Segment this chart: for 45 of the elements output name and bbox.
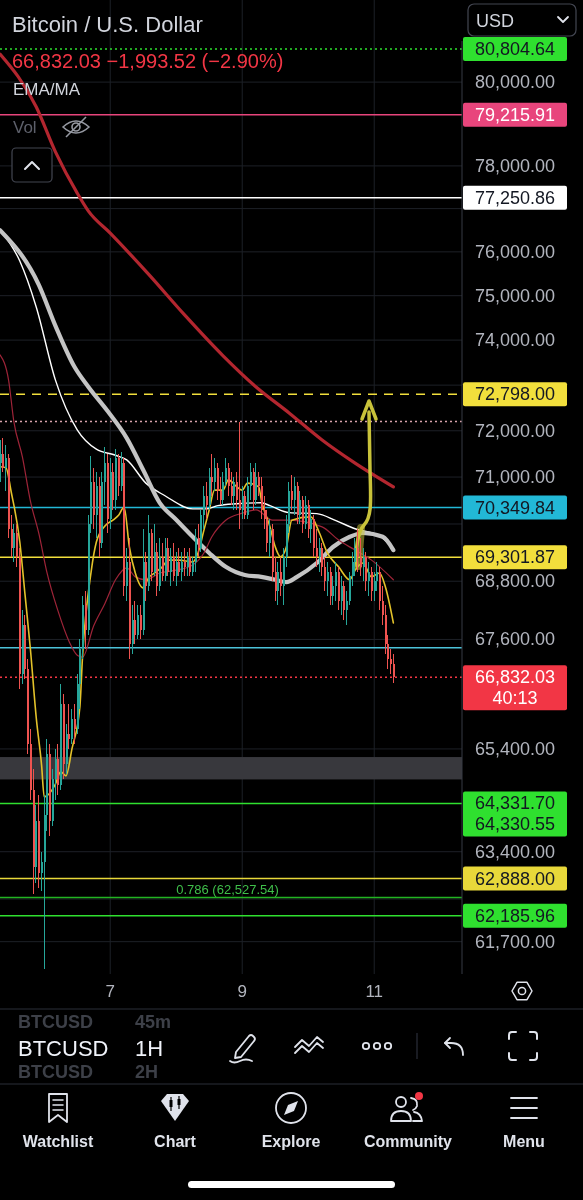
text: 2H: [135, 1062, 159, 1082]
line-series: [0, 466, 395, 798]
candlestick: [239, 421, 241, 529]
y-tick-label: 75,000.00: [474, 285, 556, 306]
y-tick-label: 68,800.00: [474, 571, 556, 592]
x-tick-label: 11: [365, 981, 384, 1001]
y-tick-label: 80,000.00: [474, 72, 556, 93]
ref-line-label: 66,832.03 40:13: [474, 667, 556, 709]
y-tick-label: 76,000.00: [474, 241, 556, 262]
x-tick-label: 7: [105, 981, 115, 1001]
chart-title: Bitcoin / U.S. Dollar: [12, 12, 203, 37]
ref-line-label: 72,798.00: [474, 384, 556, 405]
ref-line-label: 79,215.91: [474, 104, 556, 125]
annotation: Vol: [13, 118, 37, 137]
text: Community: [364, 1133, 453, 1150]
y-tick-label: 78,000.00: [474, 155, 556, 176]
x-tick-label: 9: [237, 981, 247, 1001]
text: BTCUSD: [18, 1062, 93, 1082]
y-tick-label: 61,700.00: [474, 931, 556, 952]
text: Watchlist: [22, 1133, 94, 1150]
text: Menu: [503, 1133, 545, 1150]
ref-line-label: 70,349.84: [474, 497, 556, 518]
ref-line-label: 77,250.86: [474, 187, 556, 208]
ref-line-label: 69,301.87: [474, 547, 556, 568]
ref-line-label: 62,888.00: [474, 868, 556, 889]
ref-line-label: 62,185.96: [474, 905, 556, 926]
y-tick-label: 65,400.00: [474, 738, 556, 759]
y-tick-label: 63,400.00: [474, 841, 556, 862]
text: Explore: [261, 1133, 321, 1150]
text: 45m: [135, 1012, 172, 1032]
y-tick-label: 67,600.00: [474, 629, 556, 650]
text: BTCUSD: [18, 1036, 109, 1061]
text: Chart: [154, 1133, 197, 1150]
text: USD: [476, 11, 515, 31]
y-tick-label: 71,000.00: [474, 467, 556, 488]
y-tick-label: 74,000.00: [474, 330, 556, 351]
line-series: [0, 52, 395, 489]
text: 1H: [135, 1036, 164, 1061]
text: 66,832.03 −1,993.52 (−2.90%): [12, 50, 284, 72]
ref-line-label: 64,331.70 64,330.55: [474, 793, 556, 835]
text: BTCUSD: [18, 1012, 93, 1032]
ref-line-label: 80,804.64: [474, 38, 556, 59]
annotation: 0.786 (62,527.54): [176, 881, 279, 897]
y-tick-label: 72,000.00: [474, 420, 556, 441]
line-series: [0, 354, 394, 658]
